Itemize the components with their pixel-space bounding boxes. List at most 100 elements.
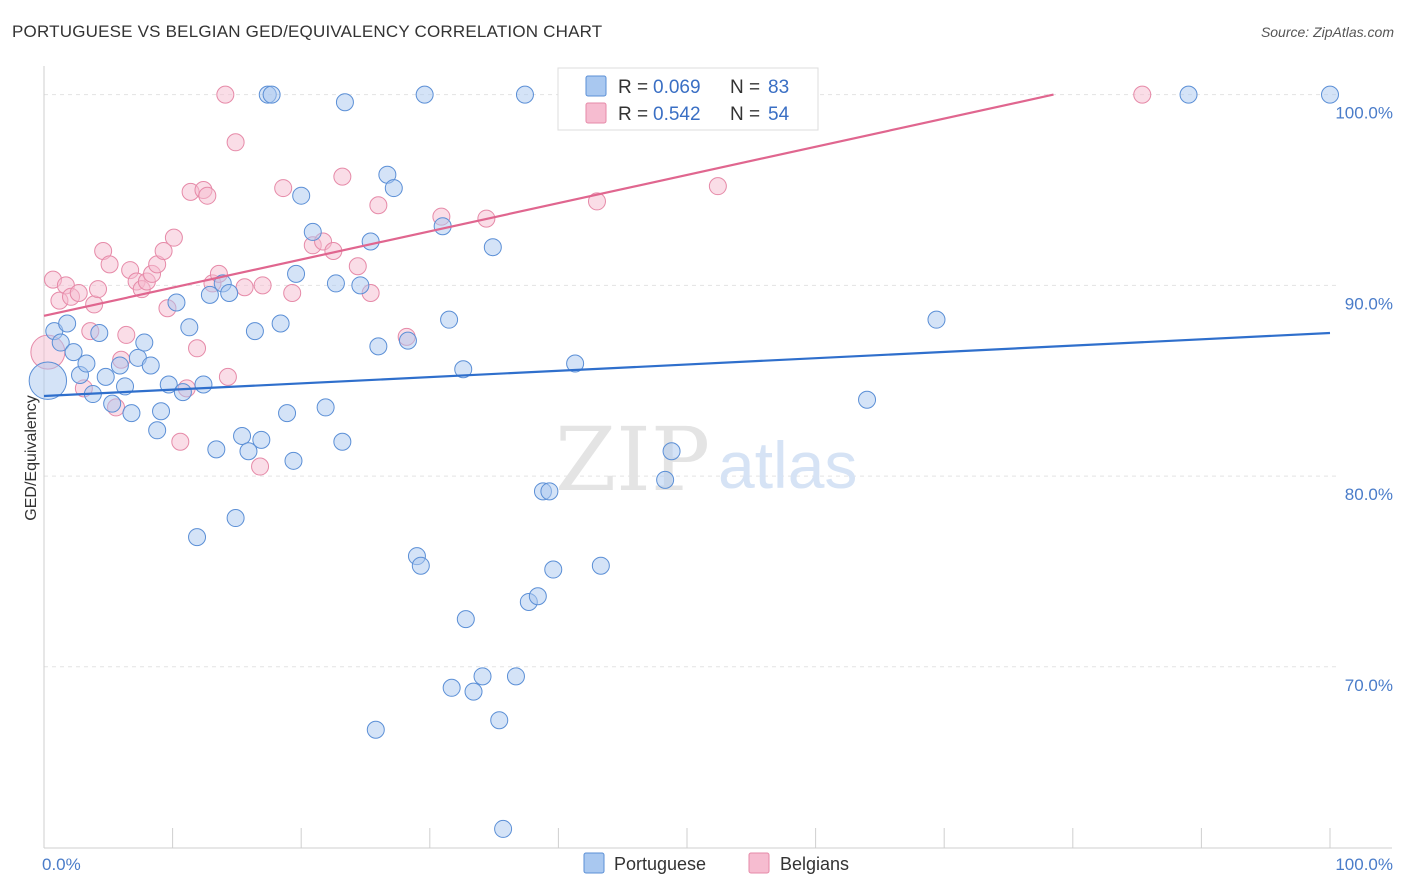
portuguese-point [252, 430, 271, 449]
portuguese-point [927, 310, 946, 329]
portuguese-point [366, 720, 385, 739]
legend-swatch-belgian [585, 102, 607, 124]
portuguese-point [384, 179, 403, 198]
portuguese-point [591, 556, 610, 575]
portuguese-point [361, 232, 380, 251]
portuguese-point [122, 404, 141, 423]
bottom-legend: Portuguese Belgians [583, 852, 849, 874]
legend-box: R = 0.069 N = 83 R = 0.542 N = 54 [557, 67, 819, 131]
portuguese-point [200, 285, 219, 304]
y-tick-label: 80.0% [1345, 485, 1393, 504]
y-tick-label: 100.0% [1335, 104, 1393, 123]
portuguese-point [141, 356, 160, 375]
bottom-legend-label-portuguese: Portuguese [614, 854, 706, 874]
legend-r-label-belgian: R = [618, 104, 648, 125]
portuguese-point [398, 331, 417, 350]
portuguese-point [333, 432, 352, 451]
portuguese-point [326, 274, 345, 293]
belgian-point [235, 278, 254, 297]
belgian-point [333, 167, 352, 186]
portuguese-point [148, 421, 167, 440]
portuguese-point [1179, 85, 1198, 104]
portuguese-point [662, 442, 681, 461]
portuguese-point [442, 678, 461, 697]
belgian-point [117, 325, 136, 344]
portuguese-point [103, 394, 122, 413]
belgian-point [348, 257, 367, 276]
belgian-point [100, 255, 119, 274]
legend-swatch-portuguese [585, 75, 607, 97]
portuguese-point [369, 337, 388, 356]
watermark-zip: ZIP [555, 408, 710, 511]
legend-r-value-portuguese: 0.069 [653, 77, 701, 98]
portuguese-point [173, 383, 192, 402]
portuguese-point [528, 587, 547, 606]
portuguese-point [351, 276, 370, 295]
portuguese-point [858, 390, 877, 409]
y-tick-labels: 70.0% 80.0% 90.0% 100.0% [1335, 104, 1393, 695]
portuguese-point [454, 360, 473, 379]
belgian-point [587, 192, 606, 211]
belgian-point [69, 283, 88, 302]
legend-n-label-belgian: N = [730, 104, 760, 125]
legend-r-label-portuguese: R = [618, 77, 648, 98]
portuguese-point [540, 482, 559, 501]
bottom-legend-label-belgian: Belgians [780, 854, 849, 874]
portuguese-point [483, 238, 502, 257]
portuguese-point [494, 819, 513, 838]
x-tick-label: 100.0% [1335, 855, 1393, 874]
portuguese-point [28, 361, 68, 400]
belgian-point [164, 228, 183, 247]
belgian-point [198, 186, 217, 205]
x-tick-label: 0.0% [42, 855, 81, 874]
portuguese-point [64, 343, 83, 362]
bottom-legend-swatch-belgian [748, 852, 770, 874]
belgian-trend-line [43, 93, 1054, 317]
legend-r-value-belgian: 0.542 [653, 104, 701, 125]
portuguese-point [51, 333, 70, 352]
belgian-point [283, 283, 302, 302]
y-tick-label: 70.0% [1345, 676, 1393, 695]
portuguese-point [284, 451, 303, 470]
portuguese-point [233, 427, 252, 446]
portuguese-point [464, 682, 483, 701]
belgian-point [253, 276, 272, 295]
portuguese-point [116, 377, 135, 396]
portuguese-point [194, 375, 213, 394]
bottom-legend-swatch-portuguese [583, 852, 605, 874]
trend-lines [43, 93, 1331, 398]
portuguese-point [566, 354, 585, 373]
chart-title: PORTUGUESE VS BELGIAN GED/EQUIVALENCY CO… [12, 22, 603, 41]
x-tick-labels: 0.0% 100.0% [42, 855, 1393, 874]
portuguese-point [544, 560, 563, 579]
axes [43, 66, 1392, 849]
belgian-point [216, 85, 235, 104]
portuguese-point [440, 310, 459, 329]
source-label: Source: ZipAtlas.com [1260, 24, 1394, 40]
portuguese-point [335, 93, 354, 112]
belgian-point [274, 179, 293, 198]
belgian-point [89, 280, 108, 299]
portuguese-point [188, 528, 207, 547]
belgian-point [188, 339, 207, 358]
portuguese-point [77, 354, 96, 373]
portuguese-point [415, 85, 434, 104]
portuguese-point [245, 322, 264, 341]
portuguese-point [473, 667, 492, 686]
portuguese-points [28, 85, 1339, 838]
portuguese-point [239, 442, 258, 461]
portuguese-point [316, 398, 335, 417]
portuguese-point [262, 85, 281, 104]
belgian-point [1133, 85, 1152, 104]
belgian-point [251, 457, 270, 476]
portuguese-point [110, 356, 129, 375]
portuguese-point [167, 293, 186, 312]
legend-n-value-portuguese: 83 [768, 77, 789, 98]
portuguese-point [96, 367, 115, 386]
portuguese-point [278, 404, 297, 423]
portuguese-point [490, 711, 509, 730]
portuguese-point [58, 314, 77, 333]
y-axis-label: GED/Equivalency [23, 395, 40, 520]
belgian-point [369, 196, 388, 215]
